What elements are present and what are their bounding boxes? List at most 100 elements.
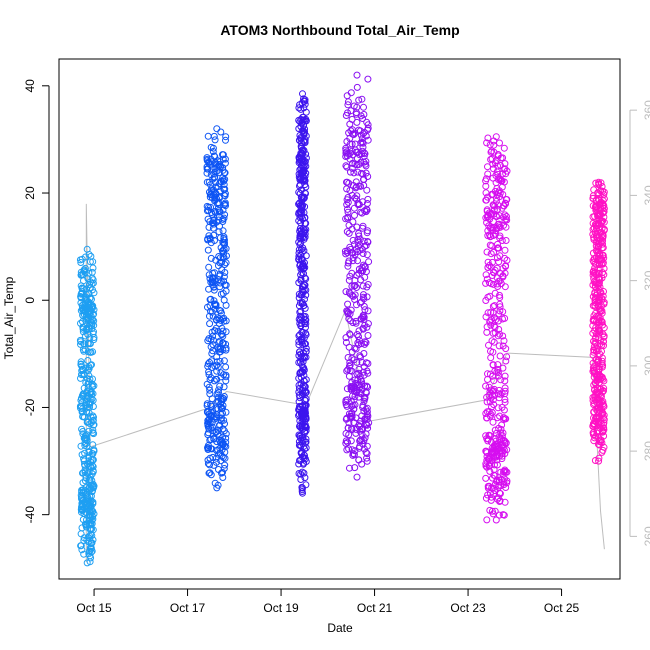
y2-tick-label: 320 <box>642 270 650 290</box>
data-point <box>215 253 223 260</box>
data-point <box>600 424 608 432</box>
data-point <box>219 346 227 354</box>
data-point <box>219 253 227 261</box>
data-point <box>359 115 366 122</box>
data-point <box>219 474 227 481</box>
data-point <box>599 361 607 369</box>
data-point-max <box>595 178 603 186</box>
data-point <box>496 330 504 338</box>
data-point <box>78 488 86 496</box>
data-point <box>295 104 303 112</box>
y2-tick-label: 360 <box>642 100 650 120</box>
data-point <box>301 382 309 390</box>
data-point <box>496 232 504 240</box>
point-cluster-3 <box>295 90 310 497</box>
data-point <box>215 386 223 394</box>
data-point <box>354 339 362 347</box>
data-point <box>592 247 600 255</box>
data-point <box>347 306 355 314</box>
data-point <box>355 230 362 237</box>
data-point <box>356 352 364 360</box>
data-point <box>79 306 87 314</box>
data-point <box>501 283 509 291</box>
data-point <box>343 201 351 209</box>
point-cluster-6 <box>589 178 608 465</box>
data-point <box>217 395 225 403</box>
data-point <box>299 389 307 397</box>
data-point-max <box>83 245 91 253</box>
y-tick-label: -20 <box>23 398 37 416</box>
data-point <box>204 132 212 140</box>
data-point <box>205 383 213 391</box>
data-point <box>499 272 507 280</box>
data-point <box>77 259 85 266</box>
data-point <box>500 337 508 345</box>
data-point <box>347 398 355 406</box>
data-point <box>347 414 355 422</box>
data-point <box>220 235 228 242</box>
data-point <box>363 457 371 465</box>
data-point <box>299 329 307 336</box>
data-point <box>599 398 607 405</box>
data-point <box>80 537 88 544</box>
data-point <box>500 144 508 152</box>
data-point <box>360 313 368 321</box>
data-point <box>209 144 217 152</box>
data-point <box>364 75 372 83</box>
data-point <box>220 357 228 365</box>
data-point-min <box>492 516 500 524</box>
data-point <box>496 294 504 302</box>
data-point <box>297 208 305 216</box>
data-point <box>363 293 371 301</box>
data-point <box>299 402 307 410</box>
data-point <box>595 334 603 341</box>
data-point <box>212 189 220 197</box>
data-point <box>342 250 350 258</box>
data-point <box>362 132 370 140</box>
data-point <box>355 456 363 464</box>
data-point <box>503 353 511 361</box>
data-point <box>353 195 360 203</box>
data-point <box>88 315 96 323</box>
data-point <box>300 104 308 112</box>
data-point <box>302 423 310 431</box>
data-point <box>590 258 598 266</box>
data-point <box>343 385 351 393</box>
data-point <box>364 360 372 367</box>
data-point <box>207 343 215 351</box>
data-point <box>501 390 509 398</box>
data-point <box>299 244 307 252</box>
data-point <box>345 445 353 453</box>
x-tick-label: Oct 23 <box>450 601 486 615</box>
data-point <box>82 474 90 482</box>
axes-layer: -40 -20 0 20 40 260 280 300 320 340 360 Oct 15 Oct 1… <box>23 79 650 615</box>
data-point <box>90 289 98 297</box>
data-point <box>343 196 351 204</box>
secondary-line-layer <box>85 203 605 562</box>
data-point <box>298 423 306 431</box>
data-point <box>342 439 350 447</box>
data-point <box>486 231 493 239</box>
data-point <box>485 432 493 439</box>
data-point <box>299 384 307 392</box>
data-point <box>362 449 370 456</box>
data-point <box>344 98 352 106</box>
data-point <box>349 126 356 134</box>
data-point <box>496 390 504 398</box>
data-point <box>349 151 357 159</box>
data-point <box>483 516 491 524</box>
data-point <box>219 409 226 417</box>
data-point <box>589 322 597 330</box>
data-point <box>363 382 371 390</box>
data-point <box>298 468 306 476</box>
data-point <box>348 424 356 432</box>
data-point <box>302 316 310 324</box>
data-point <box>596 340 604 348</box>
data-point-min <box>353 473 361 481</box>
data-point <box>88 274 96 282</box>
data-point <box>355 327 363 335</box>
data-point <box>589 397 597 404</box>
y-tick-label: 40 <box>23 79 37 93</box>
data-point <box>210 152 218 160</box>
data-point <box>598 225 606 232</box>
